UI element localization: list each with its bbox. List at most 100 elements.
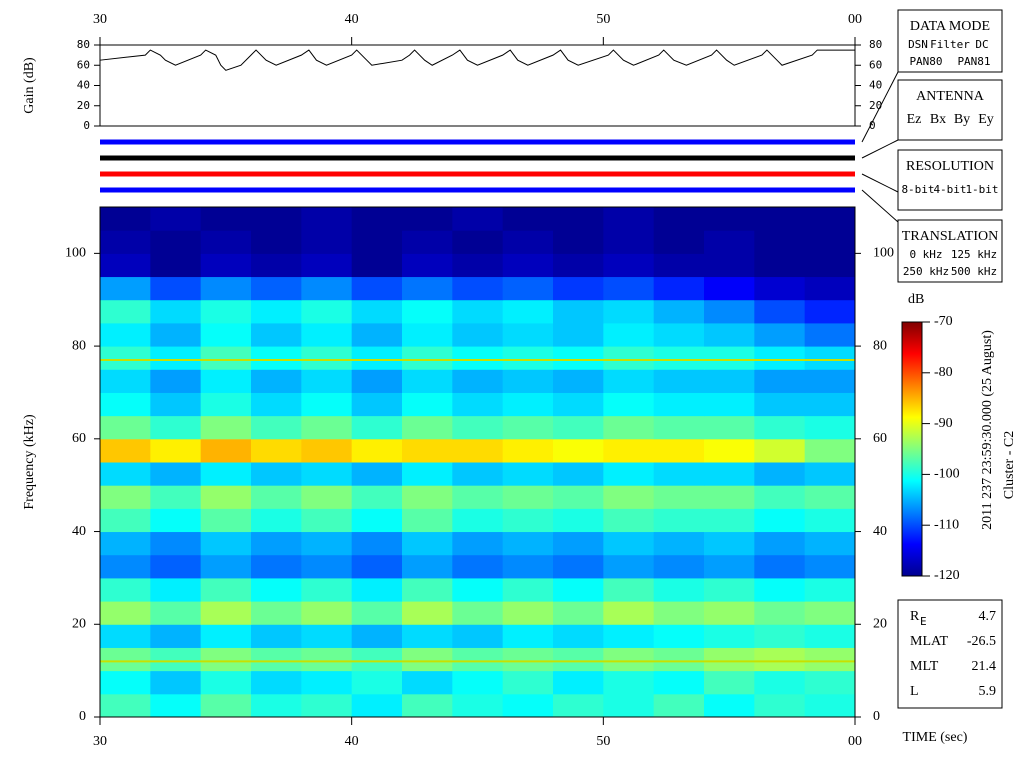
heat-cell	[553, 531, 604, 556]
heat-cell	[704, 531, 755, 556]
info-sub: E	[920, 615, 927, 628]
heat-cell	[100, 693, 151, 718]
heat-cell	[402, 508, 453, 533]
heat-cell	[351, 346, 403, 370]
x-tick-label: 50	[596, 12, 610, 27]
heat-cell	[251, 647, 302, 672]
heat-cell	[402, 693, 453, 718]
heat-cell	[351, 577, 403, 602]
heat-cell	[402, 670, 453, 695]
timestamp: 2011 237 23:59:30.000 (25 August)	[980, 330, 995, 530]
heat-cell	[754, 624, 806, 648]
heat-cell	[603, 322, 655, 347]
heat-cell	[502, 276, 554, 301]
heat-cell	[301, 322, 353, 347]
heat-cell	[603, 369, 655, 393]
heat-cell	[351, 207, 403, 231]
heat-cell	[200, 322, 252, 347]
heat-cell	[553, 230, 604, 254]
x-tick-label: 30	[93, 12, 107, 27]
heat-cell	[251, 299, 302, 324]
colorbar-tick-label: -120	[934, 568, 960, 583]
heat-cell	[603, 299, 655, 324]
heat-cell	[653, 438, 705, 463]
heat-cell	[301, 554, 353, 579]
heat-cell	[251, 601, 302, 625]
heat-cell	[452, 438, 504, 463]
heat-cell	[301, 601, 353, 625]
heat-cell	[754, 346, 806, 370]
heat-cell	[351, 554, 403, 579]
heat-cell	[754, 230, 806, 254]
heat-cell	[150, 624, 202, 648]
panel-item: 500 kHz	[951, 265, 997, 278]
heat-cell	[653, 554, 705, 579]
heat-cell	[351, 369, 403, 393]
y-tick-label: 20	[873, 616, 887, 631]
y-tick-label: 60	[873, 431, 887, 446]
heat-cell	[653, 392, 705, 417]
heat-cell	[351, 299, 403, 324]
heat-cell	[200, 230, 252, 254]
heat-cell	[402, 299, 453, 324]
heat-cell	[804, 276, 856, 301]
heat-cell	[502, 531, 554, 556]
heat-cell	[502, 322, 554, 347]
y-axis-label: Frequency (kHz)	[22, 414, 37, 510]
panel-box	[897, 79, 1003, 141]
heat-cell	[502, 693, 554, 718]
panel-item: Ey	[978, 112, 994, 127]
heat-cell	[653, 670, 705, 695]
heat-cell	[452, 693, 504, 718]
panel-item: 125 kHz	[951, 248, 997, 261]
heat-cell	[502, 462, 554, 486]
heat-cell	[402, 647, 453, 672]
heat-cell	[754, 693, 806, 718]
info-label: L	[910, 684, 919, 699]
heat-cell	[704, 508, 755, 533]
heat-cell	[200, 253, 252, 278]
heat-cell	[804, 531, 856, 556]
heat-cell	[100, 462, 151, 486]
heat-cell	[100, 369, 151, 393]
heat-cell	[402, 577, 453, 602]
heat-cell	[553, 253, 604, 278]
heat-cell	[603, 577, 655, 602]
heat-cell	[200, 485, 252, 509]
heat-cell	[804, 415, 856, 440]
heat-cell	[704, 462, 755, 486]
x-tick-label: 40	[345, 12, 359, 27]
panel-item: 4-bit	[933, 183, 966, 196]
heat-cell	[100, 531, 151, 556]
heat-cell	[603, 438, 655, 463]
heat-cell	[754, 577, 806, 602]
heat-cell	[150, 601, 202, 625]
y-tick-label: 60	[72, 431, 86, 446]
colorbar-tick-label: -110	[934, 517, 959, 532]
heat-cell	[301, 462, 353, 486]
heat-cell	[603, 392, 655, 417]
heat-cell	[150, 647, 202, 672]
heat-cell	[704, 253, 755, 278]
heat-cell	[603, 462, 655, 486]
heat-cell	[100, 276, 151, 301]
heat-cell	[251, 322, 302, 347]
heat-cell	[553, 392, 604, 417]
heat-cell	[100, 207, 151, 231]
heat-cell	[553, 346, 604, 370]
heat-cell	[251, 369, 302, 393]
heat-cell	[150, 207, 202, 231]
heat-cell	[452, 485, 504, 509]
heat-cell	[200, 392, 252, 417]
heat-cell	[804, 462, 856, 486]
heat-cell	[301, 693, 353, 718]
heat-cell	[553, 508, 604, 533]
y-tick-label: 20	[72, 616, 86, 631]
heat-cell	[200, 415, 252, 440]
heat-cell	[251, 508, 302, 533]
panel-item: 250 kHz	[903, 265, 949, 278]
heat-cell	[150, 392, 202, 417]
heat-cell	[502, 647, 554, 672]
heat-cell	[100, 438, 151, 463]
heat-cell	[402, 554, 453, 579]
